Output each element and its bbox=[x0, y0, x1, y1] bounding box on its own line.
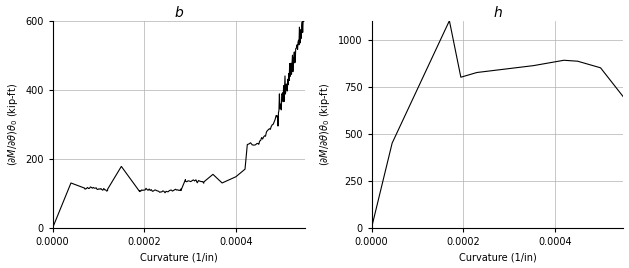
Title: b: b bbox=[174, 6, 183, 20]
X-axis label: Curvature (1/in): Curvature (1/in) bbox=[459, 252, 537, 262]
Y-axis label: $(\partial M/\partial\theta)\theta_0$ (kip-ft): $(\partial M/\partial\theta)\theta_0$ (k… bbox=[318, 83, 333, 166]
X-axis label: Curvature (1/in): Curvature (1/in) bbox=[140, 252, 218, 262]
Title: h: h bbox=[493, 6, 502, 20]
Y-axis label: $(\partial M/\partial\theta)\theta_0$ (kip-ft): $(\partial M/\partial\theta)\theta_0$ (k… bbox=[6, 83, 19, 166]
